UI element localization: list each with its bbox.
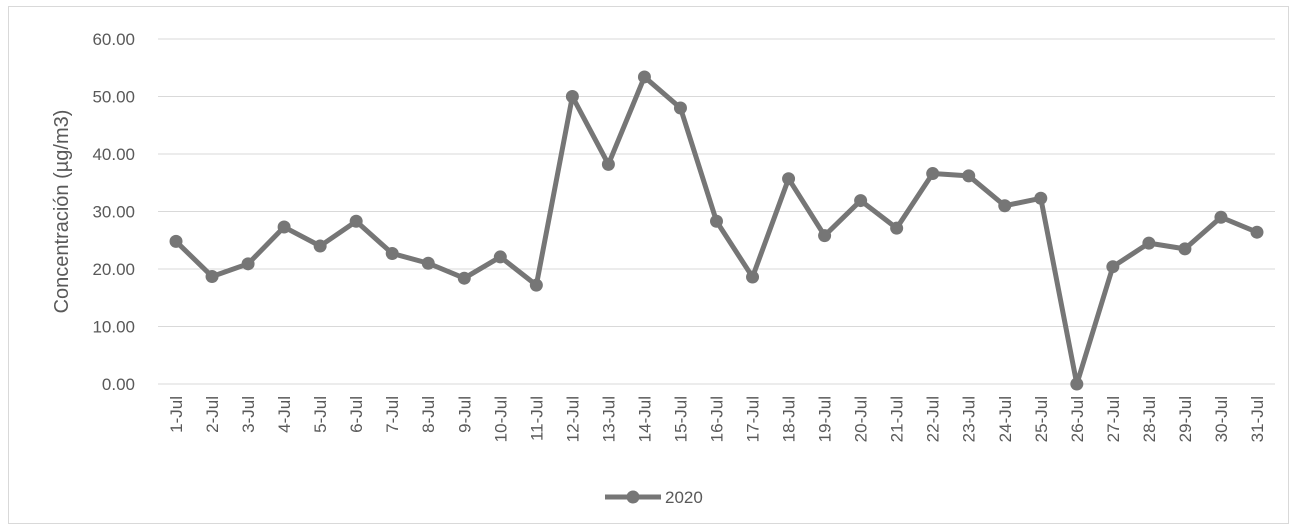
x-tick-label: 16-Jul xyxy=(708,396,727,442)
x-tick-label: 3-Jul xyxy=(239,396,258,433)
x-tick-label: 21-Jul xyxy=(888,396,907,442)
y-tick-label: 0.00 xyxy=(102,375,135,394)
x-tick-label: 7-Jul xyxy=(383,396,402,433)
data-point xyxy=(241,257,255,271)
legend-marker-2020 xyxy=(626,490,640,504)
x-tick-label: 4-Jul xyxy=(275,396,294,433)
x-tick-labels: 1-Jul 2-Jul 3-Jul 4-Jul 5-Jul 6-Jul 7-Jul 8-Jul… xyxy=(167,396,1267,442)
data-point xyxy=(1070,377,1084,391)
data-point xyxy=(673,101,687,115)
data-point xyxy=(529,278,543,292)
y-tick-label: 40.00 xyxy=(92,145,135,164)
x-tick-label: 6-Jul xyxy=(347,396,366,433)
data-point xyxy=(962,169,976,183)
series-line-2020 xyxy=(174,74,1258,387)
data-point xyxy=(1214,210,1228,224)
x-tick-label: 28-Jul xyxy=(1140,396,1159,442)
data-point xyxy=(1142,236,1156,250)
x-tick-label: 1-Jul xyxy=(167,396,186,433)
chart-frame xyxy=(8,6,1289,524)
legend: 2020 xyxy=(605,488,703,507)
data-point xyxy=(601,157,615,171)
x-tick-label: 5-Jul xyxy=(311,396,330,433)
data-point xyxy=(782,172,796,186)
x-tick-label: 30-Jul xyxy=(1212,396,1231,442)
x-tick-label: 27-Jul xyxy=(1104,396,1123,442)
x-tick-label: 10-Jul xyxy=(491,396,510,442)
data-point xyxy=(493,250,507,264)
legend-label-2020: 2020 xyxy=(665,488,703,507)
x-tick-label: 20-Jul xyxy=(852,396,871,442)
series-group xyxy=(169,70,1264,391)
data-point xyxy=(169,234,183,248)
x-tick-label: 24-Jul xyxy=(996,396,1015,442)
data-point xyxy=(1034,191,1048,205)
y-tick-label: 50.00 xyxy=(92,88,135,107)
data-point xyxy=(710,214,723,228)
x-tick-label: 18-Jul xyxy=(780,396,799,442)
y-tick-label: 20.00 xyxy=(92,260,135,279)
y-tick-label: 10.00 xyxy=(92,318,135,337)
x-tick-label: 17-Jul xyxy=(744,396,763,442)
x-tick-label: 29-Jul xyxy=(1176,396,1195,442)
gridlines xyxy=(158,38,1275,385)
x-tick-label: 12-Jul xyxy=(563,396,582,442)
data-point xyxy=(349,214,363,228)
x-tick-label: 19-Jul xyxy=(816,396,835,442)
x-tick-label: 23-Jul xyxy=(960,396,979,442)
data-point xyxy=(1250,225,1264,239)
data-point xyxy=(637,70,651,84)
data-point xyxy=(565,90,579,103)
x-tick-label: 8-Jul xyxy=(419,396,438,433)
data-point xyxy=(457,271,471,285)
data-point xyxy=(926,167,940,181)
y-tick-label: 30.00 xyxy=(92,203,135,222)
x-tick-label: 2-Jul xyxy=(203,396,222,433)
data-point xyxy=(998,199,1012,213)
data-point xyxy=(1178,242,1192,256)
data-point xyxy=(385,246,399,260)
x-tick-label: 9-Jul xyxy=(455,396,474,433)
x-tick-label: 14-Jul xyxy=(635,396,654,442)
x-tick-label: 13-Jul xyxy=(599,396,618,442)
data-point xyxy=(1106,260,1120,274)
y-tick-labels: 0.00 10.00 20.00 30.00 40.00 50.00 60.00 xyxy=(92,30,135,394)
data-point xyxy=(205,269,219,283)
x-tick-label: 11-Jul xyxy=(527,396,546,441)
y-axis-title: Concentración (µg/m3) xyxy=(51,110,73,314)
data-point xyxy=(313,239,327,253)
data-point xyxy=(421,256,435,270)
x-tick-label: 15-Jul xyxy=(671,396,690,442)
data-point xyxy=(854,194,868,208)
x-tick-label: 31-Jul xyxy=(1248,396,1267,442)
data-point xyxy=(277,220,291,234)
data-point xyxy=(890,221,904,235)
y-tick-label: 60.00 xyxy=(92,30,135,49)
data-point xyxy=(746,270,760,284)
x-tick-label: 25-Jul xyxy=(1032,396,1051,442)
x-tick-label: 22-Jul xyxy=(924,396,943,442)
data-point xyxy=(818,229,832,243)
x-tick-label: 26-Jul xyxy=(1068,396,1087,442)
